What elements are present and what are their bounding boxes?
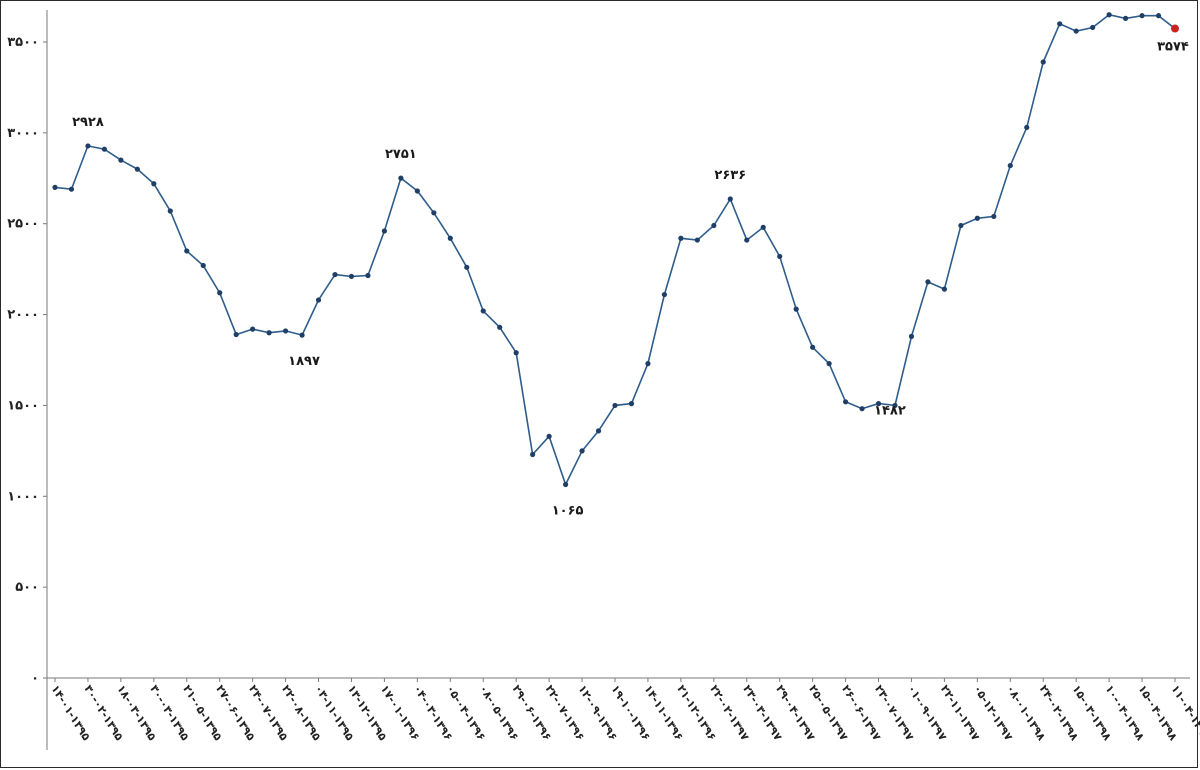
series-point — [200, 262, 206, 269]
series-point — [612, 402, 618, 409]
y-tick-label: ۱۰۰۰ — [7, 489, 39, 504]
series-point — [1155, 13, 1162, 19]
series-point — [1024, 124, 1030, 131]
series-point — [381, 228, 388, 234]
series-point — [908, 333, 915, 339]
series-line — [54, 13, 1176, 487]
series-point — [266, 330, 272, 336]
series-point — [1139, 13, 1145, 19]
series-point — [859, 406, 865, 412]
series-point — [431, 210, 437, 216]
series-point — [480, 308, 486, 314]
series-point — [118, 157, 124, 163]
y-tick-label: ۵۰۰ — [15, 580, 39, 595]
point-annotation: ۲۹۲۸ — [72, 115, 104, 130]
series-point — [760, 224, 766, 230]
series-point — [447, 235, 453, 241]
series-point — [711, 222, 717, 229]
series-point — [332, 271, 338, 278]
series-point — [1090, 24, 1096, 31]
series-markers — [52, 12, 1179, 488]
series-point — [1106, 12, 1112, 18]
series-point — [464, 264, 470, 270]
series-point — [694, 237, 700, 243]
series-point — [941, 286, 948, 292]
series-point — [661, 291, 668, 298]
y-tick-label: ۳۵۰۰ — [7, 35, 39, 50]
series-point — [842, 399, 849, 405]
y-tick-label: ۱۵۰۰ — [7, 398, 39, 413]
series-point — [958, 222, 964, 229]
series-point — [282, 328, 289, 334]
series-point — [398, 175, 404, 181]
series-point — [678, 235, 684, 241]
series-point — [925, 279, 931, 285]
y-tick-label: ۰ — [31, 671, 39, 686]
series-point — [1073, 28, 1079, 34]
series-point — [52, 184, 58, 190]
series-point — [167, 208, 173, 214]
series-point — [875, 401, 882, 407]
series-point — [546, 433, 552, 439]
y-axis-ticks: ۰ ۵۰۰ ۱۰۰۰ ۱۵۰۰ ۲۰۰۰ ۲۵۰۰ ۳۰۰۰ ۳۵۰۰ — [7, 35, 47, 686]
series-point — [233, 331, 239, 338]
series-point — [628, 401, 635, 407]
series-point — [579, 448, 585, 454]
annotations: ۲۹۲۸ ۱۸۹۷ ۲۷۵۱ ۱۰۶۵ ۲۶۳۶ ۱۴۸۲ ۳۵۷۴ — [72, 40, 1189, 519]
point-annotation: ۱۸۹۷ — [288, 354, 320, 369]
series-point — [991, 213, 997, 220]
point-annotation: ۲۷۵۱ — [385, 147, 417, 162]
series-point — [974, 215, 980, 221]
series-point — [315, 297, 322, 303]
series-point — [1122, 15, 1129, 21]
series-point — [348, 273, 355, 280]
series-point — [365, 272, 371, 279]
series-point — [497, 324, 503, 330]
series-point — [777, 253, 783, 260]
series-point — [101, 146, 108, 152]
point-annotation: ۲۶۳۶ — [714, 168, 746, 183]
point-annotation: ۱۰۶۵ — [552, 503, 584, 518]
series-point — [744, 237, 750, 243]
series-point — [184, 248, 190, 254]
axes — [46, 10, 1190, 750]
series-point — [85, 143, 91, 149]
series-point — [68, 186, 75, 192]
point-annotation: ۳۵۷۴ — [1157, 40, 1189, 55]
series-point — [793, 306, 799, 312]
series-point — [414, 188, 420, 194]
series-point — [1057, 21, 1063, 27]
series-point — [826, 361, 832, 367]
series-point — [217, 290, 223, 296]
y-tick-label: ۲۵۰۰ — [7, 217, 39, 232]
series-point — [810, 344, 816, 350]
series-point — [645, 361, 651, 367]
series-point — [151, 181, 157, 187]
series-point — [299, 332, 305, 338]
series-point — [1040, 59, 1046, 65]
y-tick-label: ۲۰۰۰ — [7, 308, 39, 323]
series-point — [562, 481, 569, 488]
series-point — [595, 428, 602, 434]
point-annotation: ۱۴۸۲ — [874, 404, 906, 419]
series-point — [513, 350, 519, 356]
series-point — [250, 326, 256, 332]
x-axis-ticks: ۱۴-۰۱-۱۳۹۵۳۰-۰۲-۱۳۹۵۱۸-۰۳-۱۳۹۵۳۰-۰۳-۱۳۹۵… — [48, 678, 1200, 743]
y-tick-label: ۳۰۰۰ — [7, 126, 39, 141]
series-point — [1007, 162, 1013, 169]
series-point — [134, 166, 140, 172]
series-point — [892, 402, 898, 409]
series-point — [727, 196, 733, 202]
series-point-last — [1171, 24, 1179, 33]
series-point — [530, 451, 536, 458]
